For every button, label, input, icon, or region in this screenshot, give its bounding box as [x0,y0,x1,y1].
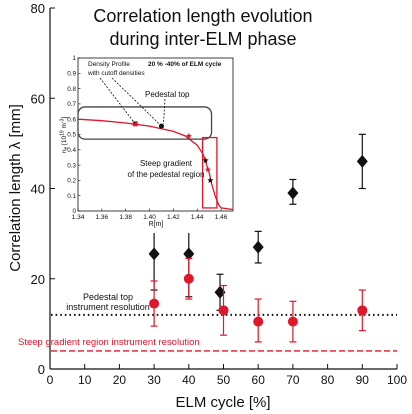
inset-ylabel-sub: e [64,147,70,150]
inset-y-tick-label: 0.9 [67,71,76,78]
inset-y-tick-label: 1 [72,55,76,62]
y-tick-label: 20 [31,272,45,287]
x-tick-label: 20 [113,373,127,387]
x-tick-label: 30 [147,373,161,387]
x-tick-label: 70 [286,373,300,387]
inset-y-axis-label: ne [1019 m-3] [60,117,70,154]
inset-highlight-boxes [77,106,218,209]
inset-y-tick-label: 0.2 [67,178,76,185]
x-tick-label: 10 [78,373,92,387]
chart-title-line-1: Correlation length evolution [93,6,312,26]
reference-lines [51,313,397,352]
inset-x-tick-label: 1.34 [72,214,85,221]
inset-y-tick-label: 0.4 [67,147,76,154]
inset-y-tick-label: 0.1 [67,193,76,200]
pedestal-top-box [77,106,213,140]
inset-annotation-steep-gradient-2: of the pedestal region [128,170,205,179]
inset-y-tick-label: 0.3 [67,162,76,169]
x-tick-label: 0 [47,373,54,387]
inset-x-axis-label: R[m] [149,221,164,228]
diamond-point [214,285,226,299]
inset-annotation-density-profile: Density Profile [88,61,130,68]
x-tick-label: 60 [252,373,266,387]
inset-ylabel-sup: 19 [60,130,66,136]
inset-x-ticks: 1.34 1.36 1.38 1.40 1.42 1.44 1.46 [72,208,228,221]
steep-resolution-label: Steep gradient region instrument resolut… [18,337,200,348]
x-tick-label: 80 [321,373,335,387]
inset-ylabel-main: n [61,149,68,153]
diamond-point [356,154,368,168]
pedestal-resolution-label-line-1: Pedestal top [83,292,133,302]
inset-ylabel-sup2: -3 [60,118,66,123]
diamond-point [183,247,195,261]
inset-x-tick-label: 1.44 [191,214,204,221]
inset-background [55,55,238,233]
inset-annotation-cutoff: with cutoff densities [87,70,145,77]
inset-annotation-steep-gradient-1: Steep gradient [140,159,193,168]
inset-x-tick-label: 1.38 [119,214,132,221]
y-tick-label: 80 [31,1,45,16]
x-tick-label: 100 [387,373,407,387]
y-axis-label: Correlation length λ [mm] [7,104,24,272]
annotation-arrow [111,77,162,127]
inset-annotation-cycle-window: 20 % -40% of ELM cycle [148,61,222,68]
circle-point [253,316,264,327]
y-axis-ticks: 0 20 40 60 80 [31,1,55,377]
inset-annotation-arrows [99,77,166,127]
inset-y-tick-label: 0.5 [67,132,76,139]
diamond-point [148,247,160,261]
diamond-point [252,240,264,254]
inset-star-marker [202,157,209,164]
annotation-arrow [163,98,166,125]
steep-gradient-box [201,136,218,209]
inset-x-tick-label: 1.40 [143,214,156,221]
inset-x-tick-label: 1.46 [215,214,228,221]
inset-x-tick-label: 1.36 [96,214,109,221]
inset-star-marker [185,132,192,139]
x-tick-label: 50 [217,373,231,387]
inset-y-tick-label: 0.7 [67,101,76,108]
y-tick-label: 0 [38,362,45,377]
inset-ylabel-mid: [10 [61,136,68,147]
inset-plot: 1.34 1.36 1.38 1.40 1.42 1.44 1.46 00.10.20.30… [55,55,238,233]
inset-y-tick-label: 0.8 [67,86,76,93]
annotation-arrow [99,77,136,125]
inset-ylabel-tail: m [61,123,68,130]
circle-point [287,316,298,327]
circle-point [218,305,229,316]
inset-y-tick-label: 0.6 [67,116,76,123]
main-data-series [148,133,368,343]
circle-point [183,273,194,284]
inset-annotation-pedestal-top: Pedestal top [145,90,190,99]
x-tick-label: 40 [182,373,196,387]
diamond-point [287,186,299,200]
circle-point [357,305,368,316]
x-axis-ticks: 0 10 20 30 40 50 60 70 80 90 100 [47,364,407,387]
inset-x-tick-label: 1.42 [167,214,180,221]
pedestal-resolution-label-line-2: instrument resolution [66,302,150,312]
chart-title-line-2: during inter-ELM phase [109,29,296,49]
x-axis-label: ELM cycle [%] [175,394,270,411]
inset-y-tick-label: 0 [72,208,76,215]
inset-density-profile [77,118,234,211]
x-tick-label: 90 [356,373,370,387]
inset-star-marker [207,177,214,183]
inset-ylabel-end: ] [61,117,68,119]
circle-point [149,298,160,309]
inset-y-ticks: 0 0.1 0.2 0.3 0.4 0.5 0.6 0.7 0.8 0.9 1 [67,55,81,215]
inset-star-marker [204,166,211,173]
y-tick-label: 60 [31,91,45,106]
y-tick-label: 40 [31,182,45,197]
